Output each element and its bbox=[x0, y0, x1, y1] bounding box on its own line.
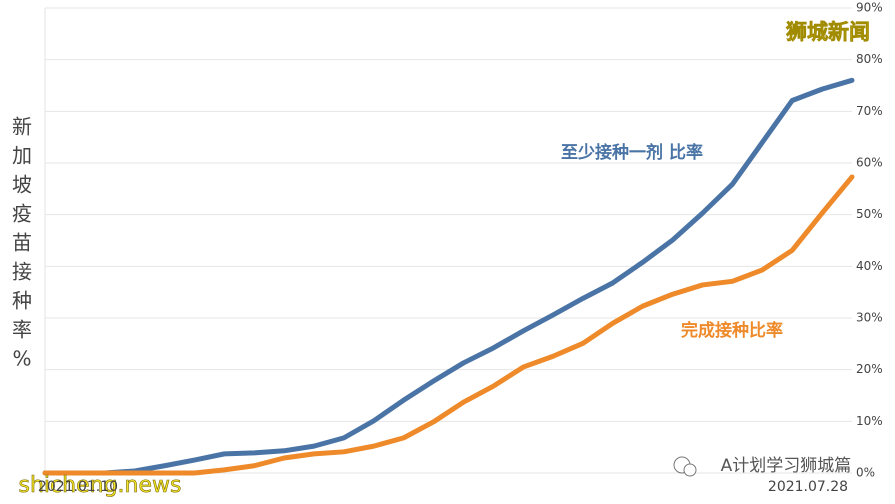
y-axis-label: 率 bbox=[12, 318, 32, 342]
y-tick-label: 80% bbox=[856, 52, 883, 66]
watermark: A计划学习狮城篇 bbox=[721, 456, 852, 476]
y-axis-label: 加 bbox=[12, 144, 32, 168]
y-axis-label: 疫 bbox=[12, 202, 32, 226]
series-label: 完成接种比率 bbox=[681, 320, 783, 341]
watermark: 狮城新闻 bbox=[786, 20, 870, 44]
y-tick-label: 10% bbox=[856, 414, 883, 428]
y-tick-label: 50% bbox=[856, 207, 883, 221]
y-axis-label: % bbox=[12, 347, 31, 371]
y-tick-label: 30% bbox=[856, 311, 883, 325]
y-axis-label: 新 bbox=[12, 115, 32, 139]
y-tick-label: 20% bbox=[856, 362, 883, 376]
y-tick-label: 70% bbox=[856, 104, 883, 118]
y-tick-label: 90% bbox=[856, 1, 883, 15]
x-tick-label: 2021.01.10 bbox=[38, 479, 118, 495]
y-tick-label: 40% bbox=[856, 259, 883, 273]
y-axis-label: 坡 bbox=[12, 173, 32, 197]
x-tick-label: 2021.07.28 bbox=[768, 479, 848, 495]
series-label: 至少接种一剂 比率 bbox=[561, 142, 703, 163]
series-line bbox=[42, 77, 855, 476]
y-tick-label: 60% bbox=[856, 156, 883, 170]
y-axis-label: 苗 bbox=[12, 231, 32, 255]
y-axis-label: 接 bbox=[12, 260, 32, 284]
wechat-icon bbox=[683, 463, 697, 477]
y-axis-label: 种 bbox=[12, 289, 32, 313]
watermark: shicheng.news bbox=[19, 473, 182, 498]
y-tick-label: 0% bbox=[856, 466, 875, 480]
series-line bbox=[42, 174, 855, 476]
